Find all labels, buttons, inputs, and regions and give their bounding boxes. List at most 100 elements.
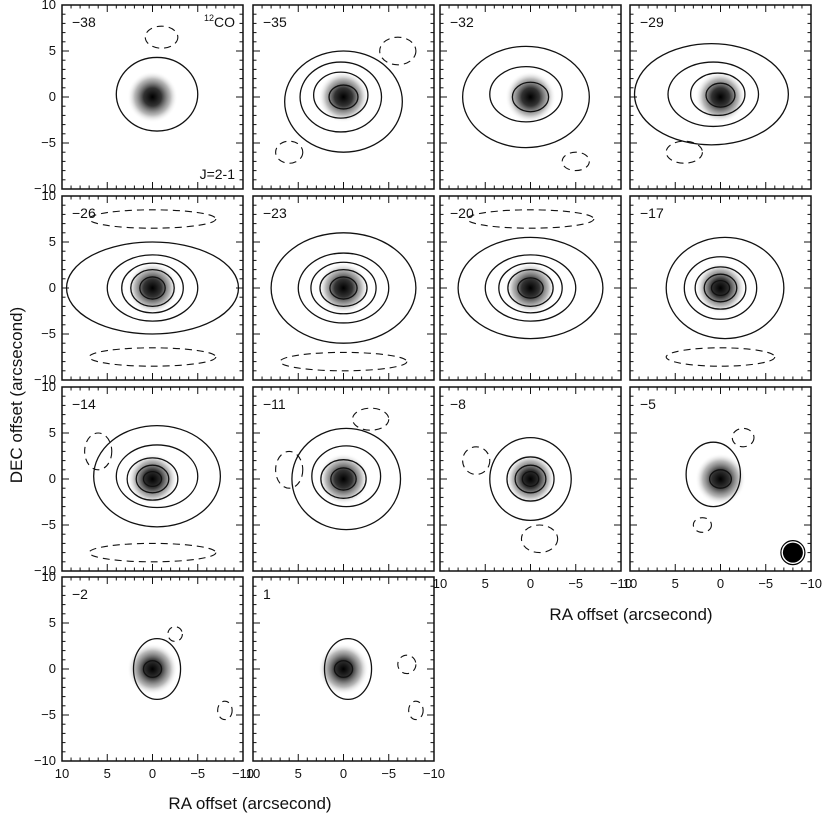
negative-contour — [217, 700, 233, 721]
positive-contour — [506, 456, 555, 502]
negative-contour — [561, 151, 590, 172]
x-tick-label: 0 — [149, 766, 156, 781]
negative-contour — [520, 524, 559, 554]
velocity-label: −20 — [450, 205, 474, 221]
emission-peak — [127, 71, 178, 123]
negative-contour — [466, 209, 595, 229]
positive-contour — [142, 470, 163, 488]
x-tick-label: −5 — [190, 766, 205, 781]
emission-peak — [695, 453, 746, 505]
positive-contour — [135, 464, 170, 494]
channel-panel: −29 — [629, 4, 812, 190]
negative-contour — [275, 450, 304, 489]
emission-peak — [505, 71, 556, 123]
y-tick-label: 5 — [49, 615, 56, 630]
negative-contour — [692, 517, 713, 533]
negative-contour — [665, 347, 776, 367]
x-tick-label: 10 — [433, 576, 447, 591]
negative-contour — [665, 140, 703, 164]
emission-peak — [127, 453, 178, 505]
positive-contour — [457, 236, 604, 340]
velocity-label: −2 — [72, 586, 88, 602]
positive-contour — [667, 61, 760, 128]
velocity-label: −14 — [72, 396, 96, 412]
positive-contour — [320, 459, 367, 499]
positive-contour — [329, 276, 358, 300]
emission-peak — [505, 453, 556, 505]
positive-contour — [297, 252, 390, 324]
y-axis-label: DEC offset (arcsecond) — [7, 307, 26, 483]
positive-contour — [93, 424, 222, 528]
positive-contour — [710, 279, 731, 297]
positive-contour — [705, 82, 736, 108]
velocity-label: −32 — [450, 14, 474, 30]
negative-contour — [144, 25, 179, 49]
y-tick-label: −5 — [41, 517, 56, 532]
y-tick-label: 10 — [42, 0, 56, 12]
negative-contour — [84, 432, 113, 471]
negative-contour — [88, 209, 217, 229]
emission-peak — [318, 453, 369, 505]
positive-contour — [683, 256, 758, 320]
velocity-label: −26 — [72, 205, 96, 221]
positive-contour — [511, 81, 550, 113]
x-axis-label-right: RA offset (arcsecond) — [549, 605, 712, 624]
positive-contour — [685, 441, 742, 508]
positive-contour — [270, 232, 417, 344]
channel-panel: −23 — [252, 195, 435, 381]
x-tick-label: 5 — [482, 576, 489, 591]
positive-contour — [115, 56, 199, 132]
y-tick-label: 10 — [42, 569, 56, 584]
emission-peak — [127, 262, 178, 314]
channel-panel: −11 — [252, 386, 435, 572]
channel-panel: −17 — [629, 195, 812, 381]
y-tick-label: −5 — [41, 135, 56, 150]
negative-contour — [379, 36, 417, 66]
positive-contour — [312, 71, 369, 119]
positive-contour — [633, 42, 790, 146]
velocity-label: −35 — [263, 14, 287, 30]
emission-peak — [318, 71, 369, 123]
channel-panel: −2 −10 −5 0 5 10 10 5 0 −5 −10 — [34, 569, 254, 781]
positive-contour — [708, 469, 733, 489]
x-tick-label: 5 — [104, 766, 111, 781]
channel-panel: −26 −10 −5 0 5 10 — [34, 188, 244, 387]
emission-peak — [505, 262, 556, 314]
positive-contour — [284, 50, 403, 153]
negative-contour — [275, 140, 304, 164]
positive-contour — [130, 268, 175, 308]
y-tick-label: −10 — [34, 563, 56, 578]
x-tick-label: 5 — [295, 766, 302, 781]
positive-contour — [507, 268, 554, 308]
channel-panel: −8 10 5 0 −5 −10 — [433, 386, 632, 591]
velocity-label: −29 — [640, 14, 664, 30]
y-tick-label: −10 — [34, 753, 56, 768]
channel-panel: −38 −10 −5 0 5 10 12CO J=2-1 — [34, 0, 244, 196]
y-tick-label: −10 — [34, 372, 56, 387]
channel-panel: −35 — [252, 4, 435, 190]
emission-peak — [318, 262, 369, 314]
positive-contour — [121, 262, 184, 314]
velocity-label: −8 — [450, 396, 466, 412]
positive-contour — [330, 467, 357, 491]
channel-panel: −32 — [439, 4, 622, 190]
y-tick-label: −5 — [41, 326, 56, 341]
positive-contour — [333, 660, 354, 678]
channel-panel: 1 10 5 0 −5 −10 — [246, 576, 445, 781]
positive-contour — [132, 637, 182, 701]
molecule-label: 12CO — [204, 13, 235, 30]
y-tick-label: 0 — [49, 89, 56, 104]
x-tick-label: 0 — [527, 576, 534, 591]
negative-contour — [279, 351, 408, 372]
transition-label: J=2-1 — [200, 166, 236, 182]
x-tick-label: −10 — [610, 576, 632, 591]
x-tick-label: 0 — [340, 766, 347, 781]
negative-contour — [731, 427, 755, 448]
velocity-label: −5 — [640, 396, 656, 412]
y-tick-label: 10 — [42, 188, 56, 203]
positive-contour — [665, 236, 785, 340]
x-tick-label: −10 — [423, 766, 445, 781]
channel-panel: −5 10 5 0 −5 −10 — [623, 386, 822, 591]
x-tick-label: 5 — [672, 576, 679, 591]
